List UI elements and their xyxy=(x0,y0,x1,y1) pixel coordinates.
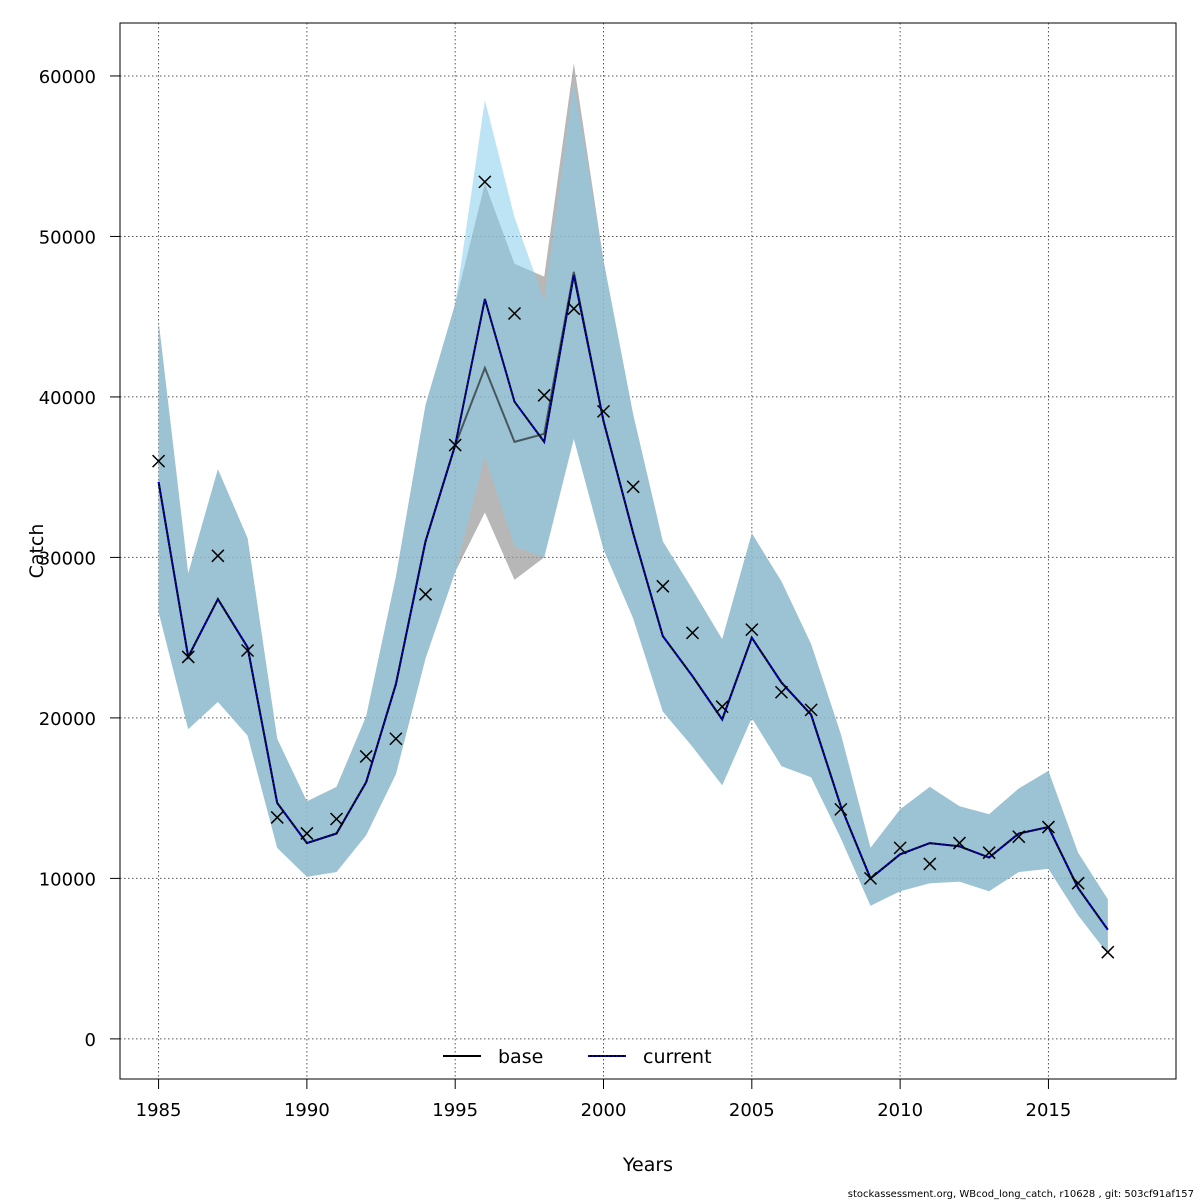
observed-points xyxy=(152,175,1115,959)
observed-mark-b xyxy=(241,643,255,658)
observed-point-1995 xyxy=(448,438,462,452)
observed-mark-b xyxy=(863,871,878,885)
observed-point-1994 xyxy=(418,587,433,601)
observed-point-2007 xyxy=(804,703,818,717)
observed-mark-b xyxy=(656,579,670,593)
y-tick-label-40000: 40000 xyxy=(39,388,96,409)
observed-point-1990 xyxy=(300,826,314,840)
observed-mark-b xyxy=(448,438,462,452)
x-tick-label-1990: 1990 xyxy=(284,1100,330,1121)
observed-point-2006 xyxy=(774,685,789,699)
observed-mark-b xyxy=(1101,945,1115,959)
observed-point-1998 xyxy=(537,388,551,402)
observed-point-2011 xyxy=(923,857,937,871)
observed-point-1986 xyxy=(181,650,195,664)
observed-point-2004 xyxy=(715,700,729,714)
observed-mark-b xyxy=(923,857,937,871)
observed-mark-b xyxy=(774,685,789,699)
observed-point-1991 xyxy=(330,812,344,826)
observed-point-1993 xyxy=(389,732,403,746)
observed-mark-b xyxy=(982,846,996,860)
observed-mark-b xyxy=(952,836,966,850)
observed-mark-b xyxy=(537,388,551,402)
observed-point-2005 xyxy=(745,623,759,637)
axes: 1985 1990 1995 2000 2005 2010 2015 0 10000 20000 3… xyxy=(39,67,1072,1121)
x-axis-title: Years xyxy=(622,1154,673,1176)
observed-point-1988 xyxy=(241,643,255,658)
observed-point-1997 xyxy=(507,306,522,321)
observed-point-2017 xyxy=(1101,945,1115,959)
confidence-bands xyxy=(158,63,1108,954)
y-tick-label-50000: 50000 xyxy=(39,227,96,248)
observed-point-1989 xyxy=(270,810,284,824)
observed-mark-b xyxy=(270,810,284,824)
observed-mark-b xyxy=(300,826,314,840)
observed-point-2003 xyxy=(685,626,700,640)
y-axis-title: Catch xyxy=(26,524,48,579)
observed-mark-b xyxy=(893,841,907,855)
observed-mark-b xyxy=(152,454,166,468)
observed-point-2002 xyxy=(656,579,670,593)
observed-point-2009 xyxy=(863,871,878,885)
observed-mark-b xyxy=(1041,820,1055,834)
observed-mark-b xyxy=(685,626,700,640)
observed-mark-b xyxy=(596,404,611,418)
observed-point-1996 xyxy=(478,175,492,189)
observed-mark-b xyxy=(418,587,433,601)
current-confidence-band xyxy=(158,82,1108,954)
observed-mark-b xyxy=(1012,830,1026,844)
observed-point-1992 xyxy=(359,749,373,763)
observed-point-2014 xyxy=(1012,830,1026,844)
x-tick-label-1995: 1995 xyxy=(432,1100,478,1121)
observed-point-2016 xyxy=(1071,876,1085,890)
observed-mark-b xyxy=(330,812,344,826)
observed-mark-b xyxy=(389,732,403,746)
observed-mark-b xyxy=(211,549,225,563)
y-tick-label-10000: 10000 xyxy=(39,869,96,890)
y-tick-label-60000: 60000 xyxy=(39,67,96,88)
x-tick-label-2005: 2005 xyxy=(729,1100,775,1121)
observed-point-2000 xyxy=(596,404,611,418)
observed-point-1999 xyxy=(567,302,581,316)
observed-mark-b xyxy=(1071,876,1085,890)
series-lines xyxy=(157,271,1109,931)
observed-mark-b xyxy=(715,700,729,714)
y-tick-label-20000: 20000 xyxy=(39,709,96,730)
current-line xyxy=(157,274,1109,931)
x-tick-label-2015: 2015 xyxy=(1026,1100,1072,1121)
legend-label-base: base xyxy=(498,1046,543,1068)
observed-mark-b xyxy=(626,480,640,494)
observed-point-2012 xyxy=(952,836,966,850)
observed-mark-b xyxy=(804,703,818,717)
y-tick-label-0: 0 xyxy=(85,1030,96,1051)
observed-mark-b xyxy=(507,306,522,321)
observed-mark-b xyxy=(478,175,492,189)
x-tick-label-2010: 2010 xyxy=(877,1100,923,1121)
observed-mark-b xyxy=(567,302,581,316)
observed-point-2008 xyxy=(834,802,848,816)
x-tick-label-2000: 2000 xyxy=(581,1100,627,1121)
observed-point-1987 xyxy=(211,549,225,563)
observed-point-2013 xyxy=(982,846,996,860)
footer-credit: stockassessment.org, WBcod_long_catch, r… xyxy=(848,1189,1194,1200)
observed-mark-b xyxy=(745,623,759,637)
y-tick-label-30000: 30000 xyxy=(39,548,96,569)
observed-point-2010 xyxy=(893,841,907,855)
legend-label-current: current xyxy=(643,1046,712,1068)
observed-mark-b xyxy=(181,650,195,664)
plot-frame xyxy=(119,22,1177,1080)
observed-point-2001 xyxy=(626,480,640,494)
observed-point-1985 xyxy=(152,454,166,468)
observed-point-2015 xyxy=(1041,820,1055,834)
legend: base current xyxy=(443,1046,712,1068)
observed-mark-b xyxy=(359,749,373,763)
x-tick-label-1985: 1985 xyxy=(136,1100,182,1121)
observed-mark-b xyxy=(834,802,848,816)
